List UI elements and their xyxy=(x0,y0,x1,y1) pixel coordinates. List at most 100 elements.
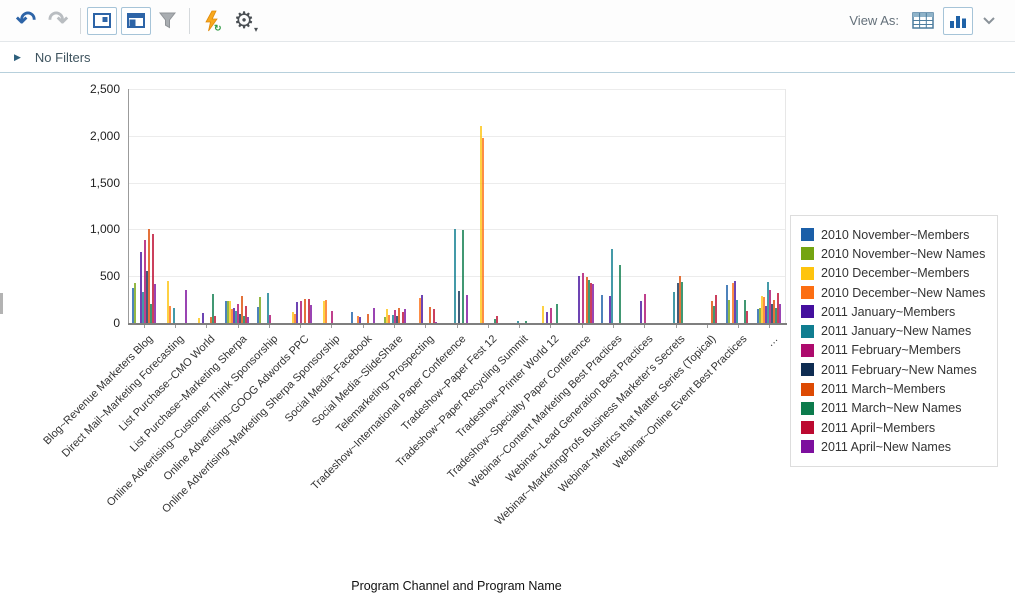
redo-button[interactable]: ↷ xyxy=(42,5,74,37)
bar[interactable] xyxy=(712,306,715,323)
settings-button[interactable]: ⚙ ▾ xyxy=(228,5,260,37)
bar[interactable] xyxy=(726,284,729,323)
bar[interactable] xyxy=(435,321,438,323)
bar[interactable] xyxy=(585,277,588,323)
bar[interactable] xyxy=(757,308,760,323)
bar[interactable] xyxy=(153,283,156,323)
bar[interactable] xyxy=(350,311,353,323)
bar[interactable] xyxy=(479,126,482,323)
bar[interactable] xyxy=(481,138,484,323)
bar[interactable] xyxy=(331,310,334,323)
bar[interactable] xyxy=(151,234,154,323)
bar[interactable] xyxy=(147,229,150,323)
bar[interactable] xyxy=(139,251,142,323)
bar[interactable] xyxy=(310,305,313,323)
bar[interactable] xyxy=(640,300,643,323)
bar[interactable] xyxy=(710,301,713,323)
bar[interactable] xyxy=(454,229,457,323)
bar[interactable] xyxy=(172,308,175,323)
bar[interactable] xyxy=(300,301,303,323)
view-as-table-button[interactable] xyxy=(909,5,937,37)
bar[interactable] xyxy=(366,313,369,323)
bar[interactable] xyxy=(728,299,731,323)
bar[interactable] xyxy=(577,275,580,323)
bar[interactable] xyxy=(385,308,388,323)
bar[interactable] xyxy=(677,282,680,323)
bar[interactable] xyxy=(225,301,228,323)
filter-button[interactable] xyxy=(151,5,183,37)
bar[interactable] xyxy=(433,308,436,323)
bar[interactable] xyxy=(517,320,520,323)
bar[interactable] xyxy=(214,315,217,323)
bar[interactable] xyxy=(184,290,187,323)
bar[interactable] xyxy=(587,279,590,323)
bar[interactable] xyxy=(168,306,171,323)
bar[interactable] xyxy=(736,299,739,323)
bar[interactable] xyxy=(429,307,432,323)
bar[interactable] xyxy=(610,249,613,323)
bar[interactable] xyxy=(212,293,215,323)
bar[interactable] xyxy=(458,291,461,323)
bar[interactable] xyxy=(546,311,549,323)
bar[interactable] xyxy=(266,293,269,323)
bar[interactable] xyxy=(358,317,361,323)
bar[interactable] xyxy=(763,296,766,323)
bar[interactable] xyxy=(233,308,236,323)
refresh-data-button[interactable]: ↻ xyxy=(196,5,228,37)
bar[interactable] xyxy=(421,294,424,323)
bar[interactable] xyxy=(673,292,676,323)
toggle-right-panel-button[interactable] xyxy=(87,6,117,35)
bar[interactable] xyxy=(292,311,295,323)
bar[interactable] xyxy=(771,304,774,323)
bar[interactable] xyxy=(550,308,553,323)
bar[interactable] xyxy=(198,318,201,323)
bar[interactable] xyxy=(493,319,496,323)
bar[interactable] xyxy=(746,310,749,323)
bar[interactable] xyxy=(466,294,469,323)
bar[interactable] xyxy=(308,299,311,323)
bar[interactable] xyxy=(304,298,307,323)
bar[interactable] xyxy=(256,306,259,323)
bar[interactable] xyxy=(296,302,299,323)
bar[interactable] xyxy=(229,301,232,323)
bar[interactable] xyxy=(393,309,396,323)
bar[interactable] xyxy=(525,321,528,323)
bar[interactable] xyxy=(542,305,545,323)
bar[interactable] xyxy=(589,282,592,323)
bar[interactable] xyxy=(767,281,770,323)
bar[interactable] xyxy=(210,316,213,323)
bar[interactable] xyxy=(131,288,134,323)
bar[interactable] xyxy=(383,317,386,323)
bar[interactable] xyxy=(401,311,404,323)
bar[interactable] xyxy=(325,299,328,323)
bar[interactable] xyxy=(556,304,559,323)
bar[interactable] xyxy=(395,316,398,323)
bar[interactable] xyxy=(141,292,144,323)
bar[interactable] xyxy=(237,304,240,323)
view-as-chart-button[interactable] xyxy=(943,6,973,35)
bar[interactable] xyxy=(759,308,762,323)
expand-filters-icon[interactable]: ▶ xyxy=(14,52,21,62)
bar[interactable] xyxy=(323,301,326,323)
bar[interactable] xyxy=(133,282,136,323)
bar[interactable] xyxy=(145,270,148,323)
bar[interactable] xyxy=(239,313,242,323)
bar[interactable] xyxy=(769,290,772,323)
bar[interactable] xyxy=(202,312,205,323)
bar[interactable] xyxy=(387,314,390,323)
bar[interactable] xyxy=(777,293,780,323)
bar[interactable] xyxy=(149,304,152,323)
bar[interactable] xyxy=(779,304,782,323)
bar[interactable] xyxy=(403,308,406,323)
bar[interactable] xyxy=(247,317,250,323)
bar[interactable] xyxy=(268,314,271,323)
bar[interactable] xyxy=(419,297,422,323)
bar[interactable] xyxy=(372,308,375,323)
bar[interactable] xyxy=(462,230,465,323)
bar[interactable] xyxy=(391,314,394,323)
bar[interactable] xyxy=(732,282,735,323)
bar[interactable] xyxy=(243,315,246,323)
bar[interactable] xyxy=(608,295,611,323)
bar[interactable] xyxy=(734,280,737,323)
bar[interactable] xyxy=(397,308,400,323)
